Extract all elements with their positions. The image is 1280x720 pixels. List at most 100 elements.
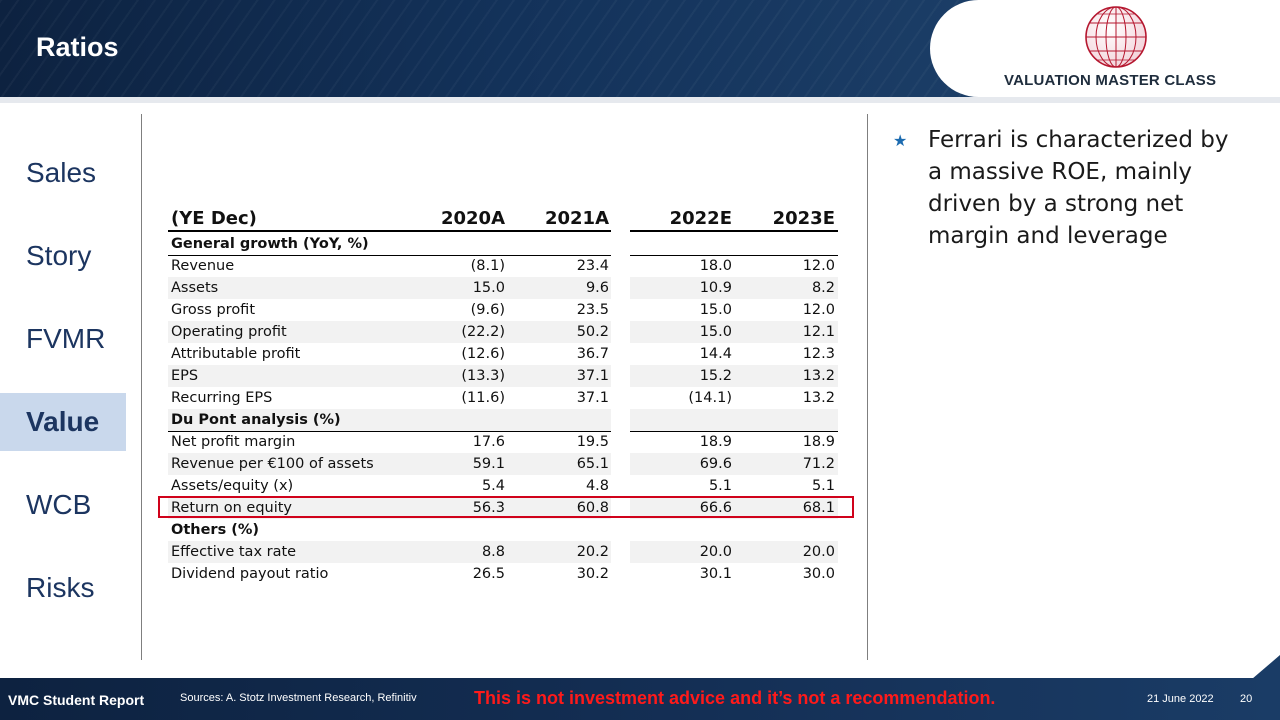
cell-value: 26.5 (472, 566, 505, 582)
cell-value: 66.6 (699, 500, 732, 516)
cell-value: 65.1 (576, 456, 609, 472)
cell-value: 23.5 (576, 302, 609, 318)
cell-value: 69.6 (699, 456, 732, 472)
cell-value: 18.0 (699, 258, 732, 274)
star-bullet-icon: ★ (893, 133, 908, 150)
roe-highlight-box (158, 496, 854, 518)
row-label: Return on equity (171, 500, 293, 516)
row-label: Effective tax rate (171, 544, 297, 560)
column-header: 2020A (440, 208, 505, 229)
section-underline (630, 431, 838, 432)
cell-value: 17.6 (472, 434, 505, 450)
cell-value: 56.3 (472, 500, 505, 516)
row-label: Assets/equity (x) (171, 478, 294, 494)
footer-bar (0, 678, 1280, 720)
row-shading (630, 321, 838, 343)
row-shading (630, 541, 838, 563)
cell-value: (8.1) (470, 258, 505, 274)
cell-value: (14.1) (688, 390, 732, 406)
row-shading (168, 541, 611, 563)
cell-value: 30.1 (699, 566, 732, 582)
cell-value: 20.0 (802, 544, 835, 560)
left-divider (141, 114, 142, 660)
cell-value: 4.8 (585, 478, 609, 494)
row-label: Revenue (171, 258, 235, 274)
footer-date: 21 June 2022 (1147, 693, 1214, 705)
section-underline (630, 255, 838, 256)
cell-value: 20.0 (699, 544, 732, 560)
row-label: Assets (171, 280, 219, 296)
cell-value: 12.3 (802, 346, 835, 362)
sidebar-item-sales[interactable]: Sales (26, 157, 97, 188)
row-shading (630, 277, 838, 299)
section-underline (168, 255, 611, 256)
column-header: (YE Dec) (171, 208, 257, 229)
row-label: Recurring EPS (171, 390, 273, 406)
row-label: Dividend payout ratio (171, 566, 329, 582)
table-row: Operating profit (22.2) 50.2 15.0 12.1 (168, 321, 840, 343)
cell-value: 12.1 (802, 324, 835, 340)
cell-value: (13.3) (461, 368, 505, 384)
cell-value: (12.6) (461, 346, 505, 362)
row-shading (630, 409, 838, 431)
table-row: Effective tax rate 8.8 20.2 20.0 20.0 (168, 541, 840, 563)
sidebar-item-value[interactable]: Value (0, 393, 126, 451)
row-label: Gross profit (171, 302, 256, 318)
footer-brand: VMC Student Report (8, 692, 145, 708)
cell-value: 15.0 (699, 324, 732, 340)
cell-value: 12.0 (802, 302, 835, 318)
sidebar-item-fvmr[interactable]: FVMR (26, 323, 106, 354)
cell-value: 13.2 (802, 368, 835, 384)
section-row: Du Pont analysis (%) (168, 409, 840, 432)
page-number: 20 (1240, 693, 1253, 705)
section-row: General growth (YoY, %) (168, 233, 840, 256)
cell-value: 23.4 (576, 258, 609, 274)
cell-value: 71.2 (802, 456, 835, 472)
cell-value: 8.8 (481, 544, 505, 560)
table-row: EPS (13.3) 37.1 15.2 13.2 (168, 365, 840, 387)
cell-value: 15.0 (699, 302, 732, 318)
table-row: Gross profit (9.6) 23.5 15.0 12.0 (168, 299, 840, 321)
cell-value: 30.2 (576, 566, 609, 582)
cell-value: (11.6) (461, 390, 505, 406)
row-label: Net profit margin (171, 434, 296, 450)
section-label: Du Pont analysis (%) (171, 412, 341, 428)
row-shading (168, 497, 611, 519)
table-row: Revenue (8.1) 23.4 18.0 12.0 (168, 255, 840, 277)
column-header: 2021A (544, 208, 609, 229)
sidebar-item-risks[interactable]: Risks (26, 572, 95, 603)
footer-disclaimer: This is not investment advice and it’s n… (474, 688, 996, 708)
table-header-row: (YE Dec) 2020A 2021A 2022E 2023E (168, 206, 840, 232)
cell-value: 12.0 (802, 258, 835, 274)
table-row: Assets/equity (x) 5.4 4.8 5.1 5.1 (168, 475, 840, 497)
cell-value: 19.5 (576, 434, 609, 450)
sidebar-item-story[interactable]: Story (26, 240, 92, 271)
row-shading (168, 365, 611, 387)
table-row: Recurring EPS (11.6) 37.1 (14.1) 13.2 (168, 387, 840, 409)
cell-value: (22.2) (461, 324, 505, 340)
globe-logo-icon (1085, 6, 1147, 68)
section-label: General growth (YoY, %) (171, 236, 369, 252)
cell-value: 5.1 (811, 478, 835, 494)
header-underline (168, 230, 611, 232)
sidebar-item-wcb[interactable]: WCB (26, 489, 92, 520)
cell-value: 14.4 (699, 346, 732, 362)
row-shading (168, 277, 611, 299)
cell-value: 15.0 (472, 280, 505, 296)
footer-corner-shape (1252, 655, 1280, 679)
footer-sources: Sources: A. Stotz Investment Research, R… (180, 692, 417, 704)
row-shading (630, 497, 838, 519)
cell-value: 5.4 (481, 478, 505, 494)
table-row: Dividend payout ratio 26.5 30.2 30.1 30.… (168, 563, 840, 585)
row-shading (630, 453, 838, 475)
section-row: Others (%) (168, 519, 840, 542)
table-row: Attributable profit (12.6) 36.7 14.4 12.… (168, 343, 840, 365)
cell-value: 13.2 (802, 390, 835, 406)
logo-text: VALUATION MASTER CLASS (1004, 72, 1217, 89)
section-label: Others (%) (171, 522, 260, 538)
header-underline (630, 230, 838, 232)
cell-value: 37.1 (576, 390, 609, 406)
row-label: EPS (171, 368, 199, 384)
cell-value: 10.9 (699, 280, 732, 296)
cell-value: 8.2 (811, 280, 835, 296)
